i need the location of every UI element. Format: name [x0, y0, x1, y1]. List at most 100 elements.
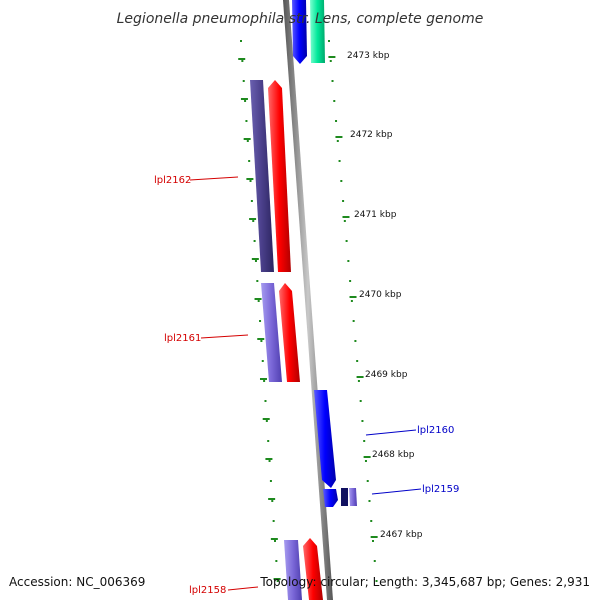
scale-tick — [356, 376, 364, 378]
leader-line-lpl2160 — [365, 429, 417, 436]
scale-tick — [259, 378, 267, 380]
scale-tick — [248, 160, 251, 162]
gene-lpl2161-red — [279, 283, 300, 382]
scale-tick — [373, 560, 376, 562]
scale-tick — [366, 480, 369, 482]
scale-tick — [352, 320, 355, 322]
scale-tick — [249, 180, 252, 182]
gene-lpl2158-red — [303, 538, 323, 600]
scale-tick — [349, 296, 357, 298]
scale-tick — [261, 360, 264, 362]
kbp-label-2471: 2471 kbp — [354, 210, 397, 220]
gene-label-lpl2162[interactable]: lpl2162 — [154, 175, 191, 186]
accession-text: Accession: NC_006369 — [9, 575, 145, 589]
scale-tick — [347, 260, 350, 262]
scale-tick — [345, 240, 348, 242]
scale-tick — [269, 480, 272, 482]
gene-label-lpl2161[interactable]: lpl2161 — [164, 333, 201, 344]
gene-lpl2160 — [314, 390, 336, 488]
scale-tick — [259, 320, 262, 322]
scale-tick — [271, 500, 274, 502]
scale-tick — [350, 300, 353, 302]
gene-lpl2161-light — [261, 283, 282, 382]
scale-tick — [354, 340, 357, 342]
gene-lpl2159-navy — [341, 488, 348, 506]
scale-tick — [263, 380, 266, 382]
gene-lpl2159-blue — [323, 489, 338, 507]
kbp-label-2467: 2467 kbp — [380, 530, 423, 540]
gene-features — [250, 0, 357, 600]
scale-tick — [356, 360, 359, 362]
scale-tick — [242, 80, 245, 82]
scale-tick — [340, 180, 343, 182]
leader-line-lpl2162 — [189, 176, 239, 181]
scale-tick — [372, 540, 374, 542]
scale-tick — [328, 56, 336, 58]
gene-lpl2159-purple — [349, 488, 357, 506]
kbp-label-2468: 2468 kbp — [372, 450, 415, 460]
dotted-scale-ticks — [238, 40, 378, 582]
scale-tick — [240, 40, 242, 42]
leader-line-lpl2158 — [227, 586, 259, 591]
gene-green-top — [310, 0, 325, 63]
scale-tick — [253, 240, 256, 242]
scale-tick — [241, 60, 244, 62]
scale-tick — [370, 520, 373, 522]
scale-tick — [357, 380, 360, 382]
genome-stats-text: Topology: circular; Length: 3,345,687 bp… — [259, 575, 590, 589]
scale-tick — [267, 440, 270, 442]
scale-tick — [254, 260, 257, 262]
gene-lpl2158-light — [284, 540, 302, 600]
scale-tick — [343, 220, 346, 222]
gene-label-lpl2158[interactable]: lpl2158 — [189, 585, 226, 596]
scale-tick — [250, 200, 253, 202]
scale-tick — [254, 298, 262, 300]
leader-line-lpl2161 — [200, 334, 249, 339]
scale-tick — [260, 340, 263, 342]
scale-tick — [329, 60, 332, 62]
scale-tick — [359, 400, 362, 402]
scale-tick — [243, 138, 251, 140]
scale-tick — [264, 400, 267, 402]
scale-tick — [363, 440, 366, 442]
scale-tick — [245, 120, 248, 122]
scale-tick — [342, 200, 345, 202]
gene-lpl2162-dark — [250, 80, 274, 272]
gene-label-lpl2159[interactable]: lpl2159 — [422, 484, 459, 495]
scale-tick — [335, 120, 338, 122]
scale-tick — [244, 100, 247, 102]
kbp-scale-labels: 2473 kbp 2472 kbp 2471 kbp 2470 kbp 2469… — [347, 51, 423, 540]
scale-tick — [249, 218, 257, 220]
leader-line-lpl2159 — [371, 488, 422, 495]
scale-tick — [272, 520, 275, 522]
scale-tick — [268, 460, 271, 462]
scale-tick — [246, 140, 249, 142]
scale-tick — [370, 536, 378, 538]
kbp-label-2472: 2472 kbp — [350, 130, 393, 140]
scale-tick — [275, 560, 278, 562]
scale-tick — [265, 458, 273, 460]
scale-tick — [262, 418, 270, 420]
scale-tick — [238, 58, 246, 60]
scale-tick — [368, 500, 371, 502]
scale-tick — [246, 178, 254, 180]
scale-tick — [270, 538, 278, 540]
scale-tick — [333, 100, 336, 102]
kbp-label-2470: 2470 kbp — [359, 290, 402, 300]
gene-label-lpl2160[interactable]: lpl2160 — [417, 425, 454, 436]
kbp-label-2469: 2469 kbp — [365, 370, 408, 380]
scale-tick — [335, 136, 343, 138]
scale-tick — [338, 160, 341, 162]
scale-tick — [349, 280, 352, 282]
gene-label-group: lpl2162 lpl2161 lpl2160 lpl2159 lpl2158 — [154, 175, 459, 596]
scale-tick — [268, 498, 276, 500]
scale-tick — [375, 580, 378, 582]
map-title: Legionella pneumophila str. Lens, comple… — [117, 11, 484, 27]
scale-tick — [336, 140, 339, 142]
scale-tick — [257, 300, 260, 302]
scale-tick — [342, 216, 350, 218]
scale-tick — [328, 40, 330, 42]
scale-tick — [364, 460, 367, 462]
scale-tick — [240, 98, 248, 100]
